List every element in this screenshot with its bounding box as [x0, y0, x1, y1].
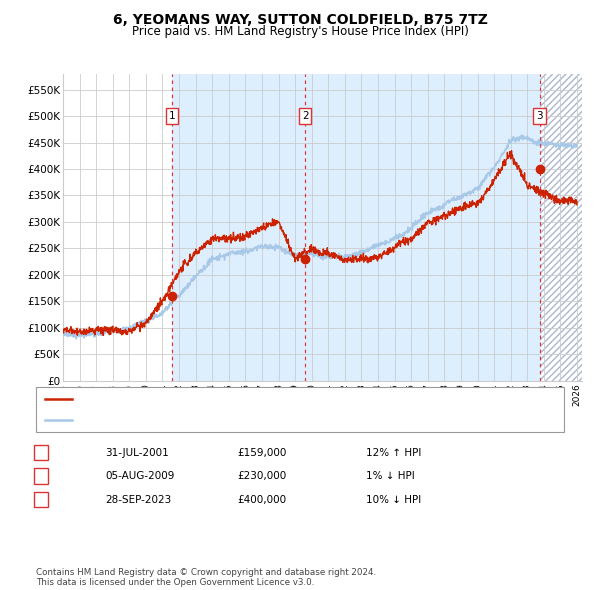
Text: 1: 1 — [37, 448, 44, 457]
Bar — [540, 74, 582, 381]
Bar — [172, 74, 540, 381]
Text: 1% ↓ HPI: 1% ↓ HPI — [366, 471, 415, 481]
Text: Contains HM Land Registry data © Crown copyright and database right 2024.
This d: Contains HM Land Registry data © Crown c… — [36, 568, 376, 587]
Text: 2: 2 — [37, 471, 44, 481]
Text: 3: 3 — [536, 111, 543, 121]
Text: 28-SEP-2023: 28-SEP-2023 — [105, 495, 171, 504]
Text: 3: 3 — [37, 495, 44, 504]
Text: 10% ↓ HPI: 10% ↓ HPI — [366, 495, 421, 504]
Text: 05-AUG-2009: 05-AUG-2009 — [105, 471, 175, 481]
Text: 6, YEOMANS WAY, SUTTON COLDFIELD, B75 7TZ (detached house): 6, YEOMANS WAY, SUTTON COLDFIELD, B75 7T… — [77, 394, 409, 404]
Text: Price paid vs. HM Land Registry's House Price Index (HPI): Price paid vs. HM Land Registry's House … — [131, 25, 469, 38]
Text: £159,000: £159,000 — [237, 448, 286, 457]
Text: 12% ↑ HPI: 12% ↑ HPI — [366, 448, 421, 457]
Text: £400,000: £400,000 — [237, 495, 286, 504]
Text: 2: 2 — [302, 111, 308, 121]
Text: 1: 1 — [169, 111, 175, 121]
Text: 6, YEOMANS WAY, SUTTON COLDFIELD, B75 7TZ: 6, YEOMANS WAY, SUTTON COLDFIELD, B75 7T… — [113, 13, 487, 27]
Text: HPI: Average price, detached house, Birmingham: HPI: Average price, detached house, Birm… — [77, 415, 322, 425]
Text: £230,000: £230,000 — [237, 471, 286, 481]
Text: 31-JUL-2001: 31-JUL-2001 — [105, 448, 169, 457]
